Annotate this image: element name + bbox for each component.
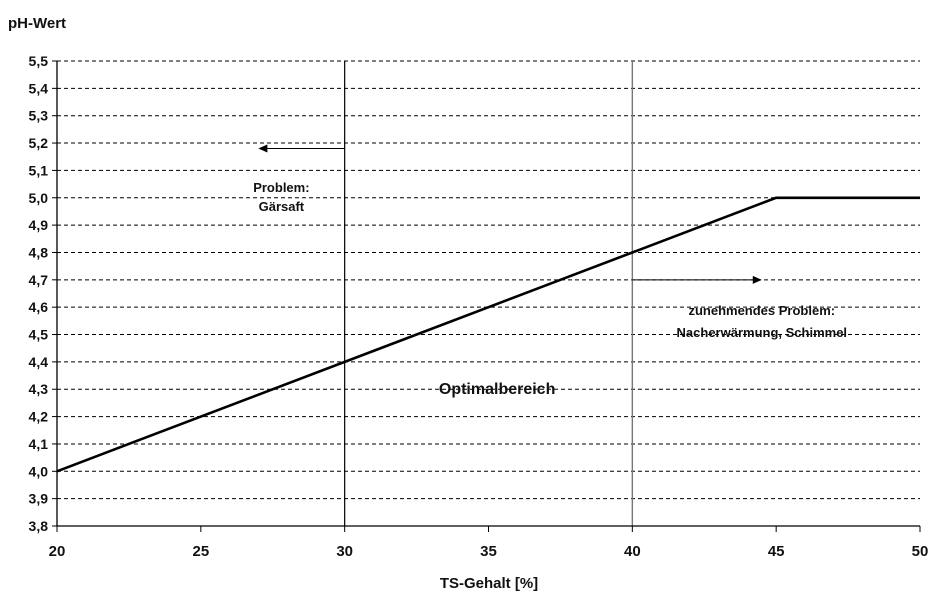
arrow-head-0 xyxy=(258,144,268,153)
x-axis-title: TS-Gehalt [%] xyxy=(440,575,538,592)
annotation-gaersaft-0: Problem: xyxy=(253,180,309,195)
x-tick-label-5: 45 xyxy=(768,543,785,560)
x-tick-label-2: 30 xyxy=(336,543,353,560)
y-tick-label-5: 4,3 xyxy=(29,381,49,397)
y-tick-label-16: 5,4 xyxy=(29,80,49,96)
x-axis-ticks: 20 25 30 35 40 45 50 xyxy=(49,526,929,560)
grid-lines xyxy=(57,60,920,500)
y-tick-label-7: 4,5 xyxy=(29,327,49,343)
annotations: Problem: Gärsaft Optimalbereich zunehmendes… xyxy=(253,180,847,398)
y-tick-label-10: 4,8 xyxy=(29,244,49,260)
series-line-0 xyxy=(56,196,920,473)
axes xyxy=(56,61,920,527)
annotation-optimal-0: Optimalbereich xyxy=(439,381,555,398)
y-axis-ticks: 3,8 3,9 4,0 4,1 4,2 4,3 4,4 4,5 4,6 4,7 4,8 4,9 5,0 5… xyxy=(29,53,57,534)
y-tick-label-2: 4,0 xyxy=(29,463,49,479)
x-tick-label-3: 35 xyxy=(480,543,497,560)
x-tick-label-6: 50 xyxy=(912,543,929,560)
y-tick-label-14: 5,2 xyxy=(29,135,49,151)
annotation-zunehmend-0: zunehmendes Problem: xyxy=(688,303,835,318)
y-tick-label-1: 3,9 xyxy=(29,491,49,507)
series xyxy=(56,196,920,473)
y-tick-label-15: 5,3 xyxy=(29,108,49,124)
annotation-zunehmend-1: Nacherwärmung, Schimmel xyxy=(677,325,848,340)
y-tick-label-9: 4,7 xyxy=(29,272,49,288)
x-tick-label-4: 40 xyxy=(624,543,641,560)
y-tick-label-8: 4,6 xyxy=(29,299,49,315)
arrow-head-1 xyxy=(752,275,762,284)
y-tick-label-11: 4,9 xyxy=(29,217,49,233)
x-tick-label-0: 20 xyxy=(49,543,66,560)
y-tick-label-13: 5,1 xyxy=(29,162,49,178)
range-boundaries xyxy=(344,61,634,526)
y-tick-label-12: 5,0 xyxy=(29,190,49,206)
y-tick-label-6: 4,4 xyxy=(29,354,49,370)
annotation-gaersaft-1: Gärsaft xyxy=(259,199,305,214)
arrows xyxy=(258,144,762,284)
y-tick-label-4: 4,2 xyxy=(29,409,49,425)
y-tick-label-3: 4,1 xyxy=(29,436,49,452)
y-tick-label-0: 3,8 xyxy=(29,518,49,534)
x-tick-label-1: 25 xyxy=(192,543,209,560)
y-axis-title: pH-Wert xyxy=(8,15,66,32)
y-tick-label-17: 5,5 xyxy=(29,53,49,69)
